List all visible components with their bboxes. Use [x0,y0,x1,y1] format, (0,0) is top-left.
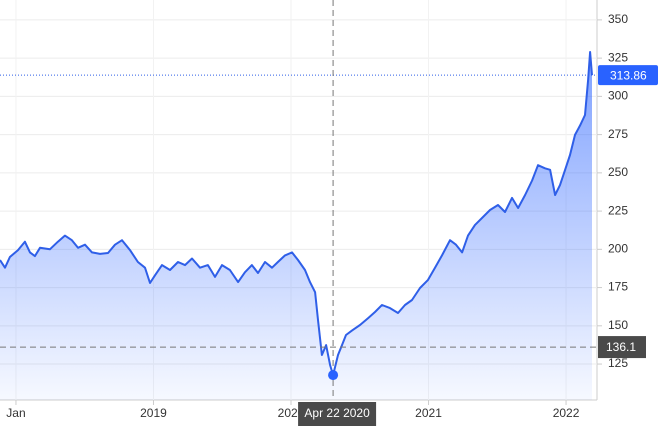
y-tick-label: 225 [608,203,628,217]
y-tick-label: 150 [608,318,628,332]
crosshair-point [328,370,339,381]
y-tick-label: 300 [608,89,628,103]
crosshair-y-box [598,336,646,359]
y-tick-label: 200 [608,242,628,256]
y-tick-label: 250 [608,165,628,179]
x-tick-label: 2020 [278,406,305,420]
x-tick-label: 2019 [140,406,167,420]
x-tick-label: 2022 [553,406,580,420]
crosshair-x-box [298,402,377,426]
y-tick-label: 175 [608,280,628,294]
line [0,51,593,377]
last-value-label: 313.86 [610,68,647,82]
x-tick-label: Jan [6,406,25,420]
y-tick-label: 275 [608,127,628,141]
last-value-box [598,65,658,86]
area [0,52,592,400]
y-tick-label: 350 [608,12,628,26]
crosshair-y-label: 136.1 [606,340,636,354]
y-tick-label: 125 [608,356,628,370]
crosshair-x-label: Apr 22 2020 [304,406,370,420]
plot [0,51,593,400]
y-tick-label: 325 [608,50,628,64]
x-tick-label: 2021 [415,406,442,420]
